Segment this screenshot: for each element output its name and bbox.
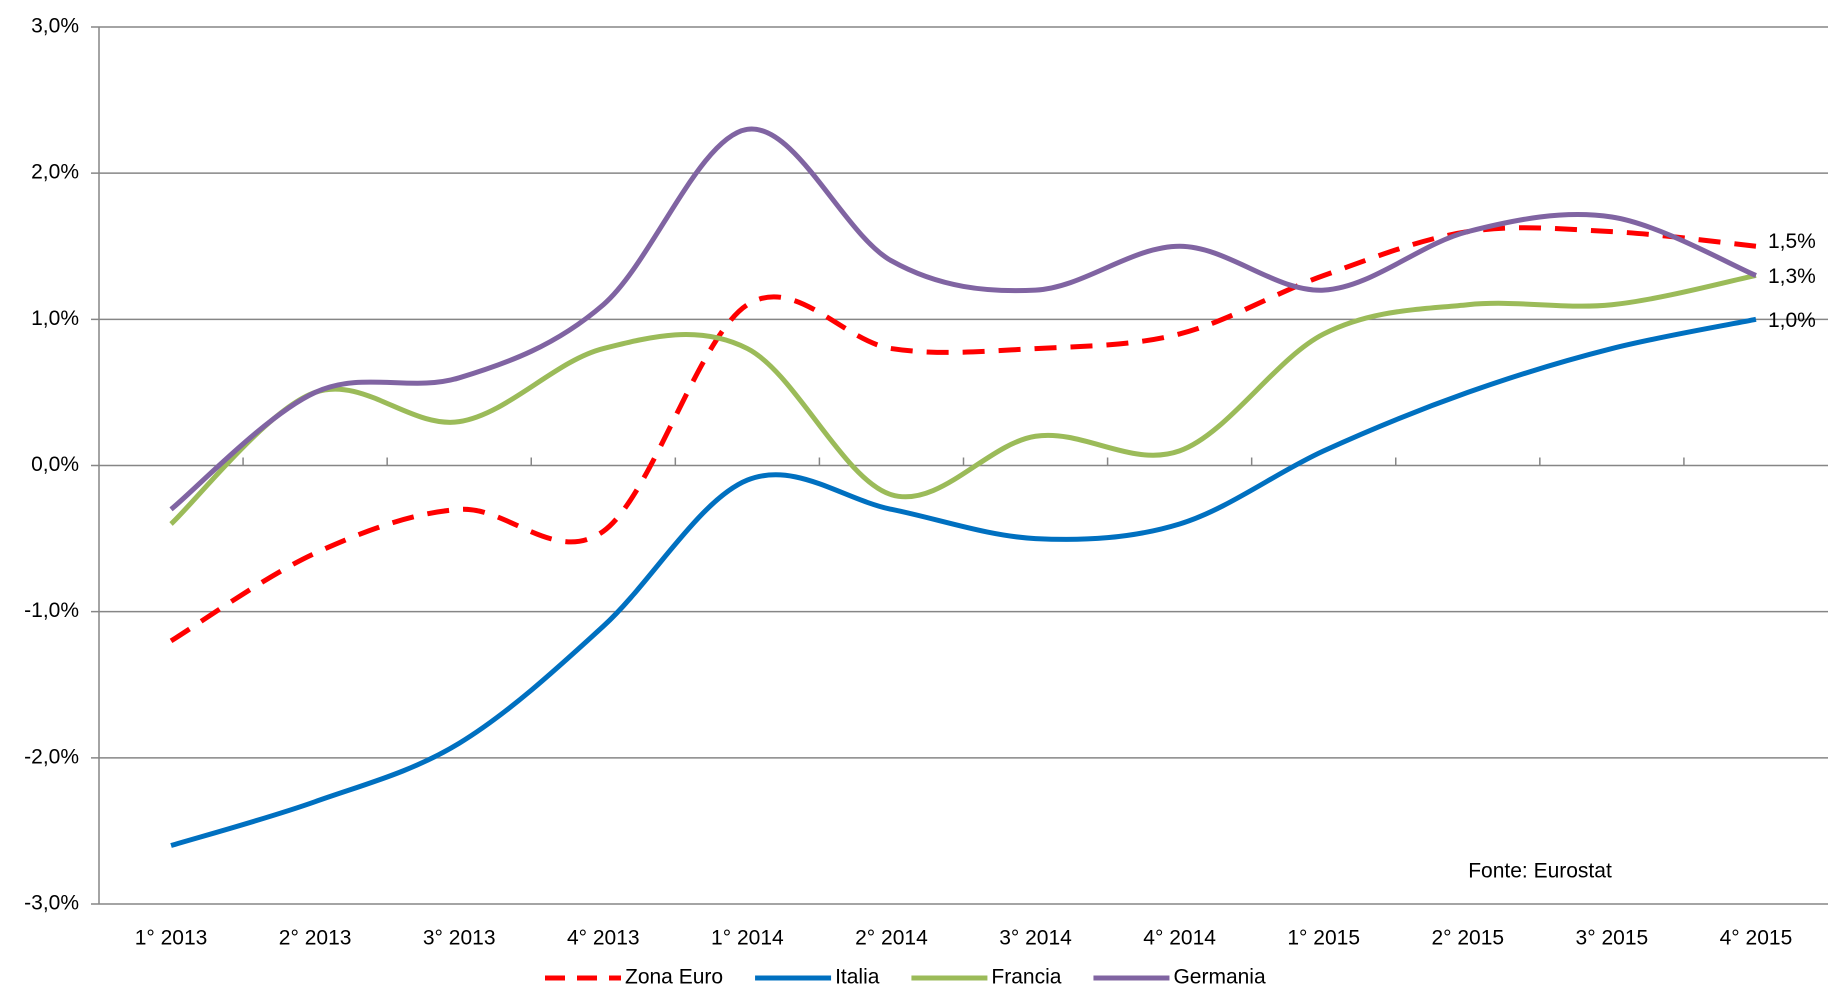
series-line xyxy=(169,273,1757,526)
y-tick-label: 1,0% xyxy=(31,307,79,330)
data-label: 1,3% xyxy=(1768,265,1816,288)
x-tick-label: 4° 2013 xyxy=(567,927,640,950)
y-tick-label: -1,0% xyxy=(24,599,79,622)
legend-label: Zona Euro xyxy=(625,966,723,989)
y-tick-label: 0,0% xyxy=(31,453,79,476)
x-tick-label: 2° 2014 xyxy=(855,927,928,950)
x-tick-label: 1° 2015 xyxy=(1287,927,1360,950)
x-tick-label: 3° 2014 xyxy=(999,927,1072,950)
x-tick-label: 1° 2014 xyxy=(711,927,784,950)
y-tick-label: -2,0% xyxy=(24,745,79,768)
y-tick-label: 3,0% xyxy=(31,15,79,38)
annotation: Fonte: Eurostat xyxy=(1468,860,1612,883)
data-label: 1,0% xyxy=(1768,309,1816,332)
x-tick-label: 4° 2015 xyxy=(1720,927,1793,950)
x-tick-label: 2° 2013 xyxy=(279,927,352,950)
legend-label: Francia xyxy=(991,966,1061,989)
data-label: 1,5% xyxy=(1768,230,1816,253)
y-tick-label: 2,0% xyxy=(31,161,79,184)
x-tick-label: 1° 2013 xyxy=(135,927,208,950)
y-tick-label: -3,0% xyxy=(24,892,79,915)
series-line xyxy=(170,316,1757,848)
legend-label: Italia xyxy=(835,966,880,989)
x-tick-label: 4° 2014 xyxy=(1143,927,1216,950)
series-line xyxy=(169,126,1757,512)
series-line xyxy=(169,225,1757,644)
x-tick-label: 3° 2015 xyxy=(1576,927,1649,950)
x-tick-label: 3° 2013 xyxy=(423,927,496,950)
x-tick-label: 2° 2015 xyxy=(1431,927,1504,950)
legend-label: Germania xyxy=(1173,966,1266,989)
